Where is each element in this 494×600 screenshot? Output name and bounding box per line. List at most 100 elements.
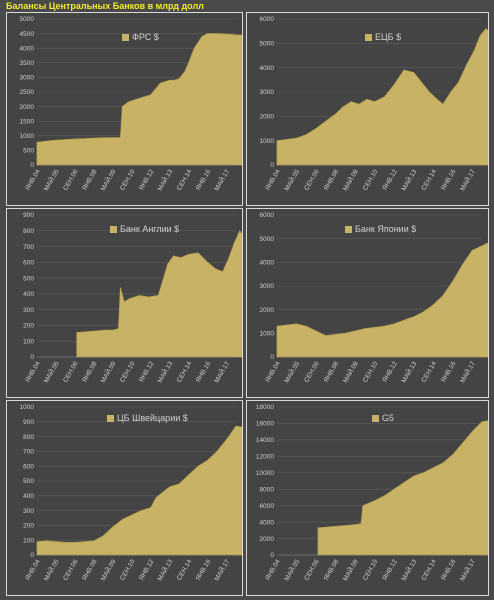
x-tick-label: ЯНВ.12 (381, 168, 399, 192)
series-area (36, 425, 242, 556)
x-tick-label: МАЙ.17 (212, 167, 232, 192)
x-tick-label: ЯНВ.04 (24, 558, 42, 582)
x-tick-label: МАЙ.05 (41, 167, 61, 192)
x-tick-label: ЯНВ.04 (264, 168, 282, 192)
x-tick-label: МАЙ.17 (457, 359, 477, 384)
x-tick-label: МАЙ.17 (457, 167, 477, 192)
x-tick-label: МАЙ.09 (98, 557, 118, 582)
legend-swatch (365, 33, 372, 41)
x-tick-label: ЯНВ.04 (264, 558, 282, 582)
x-tick-label: ЯНВ.16 (440, 168, 458, 192)
x-tick-label: МАЙ.13 (155, 359, 175, 384)
y-tick-label: 1500 (20, 118, 35, 125)
y-tick-label: 2000 (20, 104, 35, 111)
x-tick-label: ЯНВ.04 (24, 168, 42, 192)
y-tick-label: 100 (23, 537, 34, 544)
x-tick-label: ЯНВ.04 (264, 360, 282, 384)
x-tick-label: МАЙ.13 (155, 167, 175, 192)
y-tick-label: 0 (30, 552, 34, 559)
chart-legend: Банк Японии $ (345, 224, 416, 234)
series-area (36, 33, 242, 166)
x-tick-label: МАЙ.09 (340, 359, 360, 384)
series-area (76, 229, 242, 358)
y-tick-label: 4000 (20, 45, 35, 52)
y-tick-label: 200 (23, 323, 34, 330)
chart-svg: 0 500 1000 1500 2000 2500 3000 3500 4000 4500 5000… (20, 16, 242, 192)
x-tick-label: МАЙ.09 (340, 167, 360, 192)
y-tick-label: 0 (270, 162, 274, 169)
chart-snb: 0 100 200 300 400 500 600 700 800 900 1000 ЯНВ.04 МА… (6, 400, 243, 596)
legend-swatch (107, 414, 114, 422)
y-tick-label: 3000 (260, 283, 275, 290)
y-tick-label: 2000 (260, 114, 275, 121)
y-tick-label: 12000 (256, 454, 274, 461)
page-title: Балансы Центральных Банков в млрд долл (6, 1, 204, 11)
y-tick-label: 4500 (20, 31, 35, 38)
legend-swatch (122, 33, 129, 41)
y-tick-label: 100 (23, 338, 34, 345)
x-tick-label: ЯНВ.08 (323, 168, 341, 192)
x-tick-label: СЕН.10 (119, 168, 137, 192)
y-tick-label: 500 (23, 478, 34, 485)
x-tick-label: ЯНВ.16 (195, 168, 213, 192)
x-tick-label: МАЙ.05 (282, 167, 302, 192)
y-tick-label: 6000 (260, 212, 275, 219)
x-tick-label: ЯНВ.08 (81, 360, 99, 384)
legend-label: Банк Японии $ (355, 224, 417, 234)
y-tick-label: 1000 (20, 133, 35, 140)
y-tick-label: 1000 (260, 138, 275, 145)
chart-legend: Банк Англии $ (110, 224, 179, 234)
x-tick-label: МАЙ.09 (98, 359, 118, 384)
y-tick-label: 500 (23, 148, 34, 155)
x-tick-label: МАЙ.05 (282, 557, 302, 582)
y-tick-label: 300 (23, 508, 34, 515)
x-tick-label: МАЙ.13 (399, 359, 419, 384)
y-tick-label: 3500 (20, 60, 35, 67)
legend-label: ЦБ Швейцарии $ (117, 413, 188, 423)
y-tick-label: 500 (23, 275, 34, 282)
x-tick-label: МАЙ.05 (282, 359, 302, 384)
x-tick-label: СЕН.10 (362, 558, 380, 582)
x-tick-label: МАЙ.05 (41, 557, 61, 582)
series-area (276, 28, 488, 166)
y-tick-label: 0 (270, 552, 274, 559)
x-tick-label: СЕН.06 (62, 168, 80, 192)
x-tick-label: СЕН.10 (119, 558, 137, 582)
x-tick-label: ЯНВ.12 (138, 168, 156, 192)
y-tick-label: 18000 (256, 404, 274, 411)
x-tick-label: МАЙ.09 (340, 557, 360, 582)
y-tick-label: 700 (23, 244, 34, 251)
y-tick-label: 8000 (260, 486, 275, 493)
y-tick-label: 2000 (260, 307, 275, 314)
series-area (276, 242, 488, 358)
x-tick-label: ЯНВ.12 (138, 558, 156, 582)
x-tick-label: СЕН.10 (119, 360, 137, 384)
x-tick-label: СЕН.06 (62, 558, 80, 582)
x-tick-label: ЯНВ.04 (24, 360, 42, 384)
y-tick-label: 300 (23, 307, 34, 314)
chart-g5: 0 2000 4000 6000 8000 10000 12000 14000 16000 180… (246, 400, 489, 596)
x-tick-label: СЕН.06 (62, 360, 80, 384)
chart-legend: ЕЦБ $ (365, 32, 401, 42)
y-tick-label: 3000 (20, 75, 35, 82)
x-tick-label: ЯНВ.08 (323, 360, 341, 384)
x-tick-label: СЕН.14 (176, 168, 194, 192)
x-tick-label: ЯНВ.12 (381, 360, 399, 384)
x-tick-label: ЯНВ.16 (440, 360, 458, 384)
y-tick-label: 5000 (260, 236, 275, 243)
x-tick-label: СЕН.14 (176, 360, 194, 384)
y-tick-label: 6000 (260, 16, 275, 23)
legend-swatch (372, 414, 379, 422)
y-tick-label: 5000 (260, 41, 275, 48)
y-tick-label: 6000 (260, 503, 275, 510)
x-tick-label: МАЙ.17 (457, 557, 477, 582)
x-tick-label: ЯНВ.12 (381, 558, 399, 582)
x-tick-label: СЕН.14 (176, 558, 194, 582)
x-tick-label: СЕН.06 (303, 360, 321, 384)
series-area (317, 420, 488, 556)
legend-swatch (110, 225, 117, 233)
legend-label: ЕЦБ $ (375, 32, 402, 42)
y-tick-label: 4000 (260, 260, 275, 267)
